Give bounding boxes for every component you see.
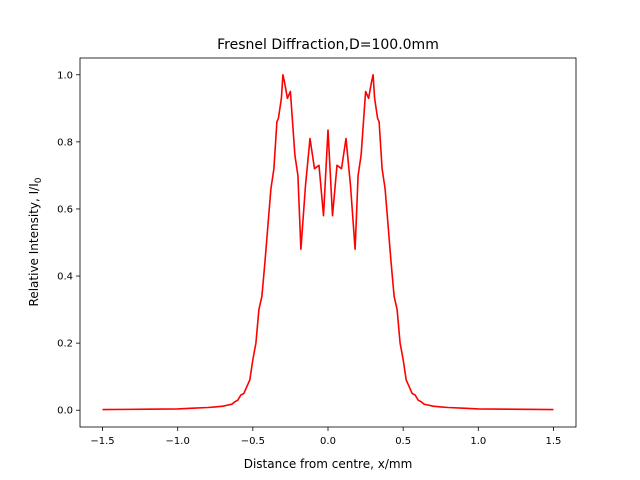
y-axis-label-subscript: 0 <box>34 177 44 183</box>
plot-area <box>79 57 577 428</box>
chart-title: Fresnel Diffraction,D=100.0mm <box>217 37 439 53</box>
y-axis-label-text: Relative Intensity, I/I <box>27 183 41 306</box>
y-tick-label: 0.0 <box>57 406 73 417</box>
x-axis-label: Distance from centre, x/mm <box>244 457 413 471</box>
y-axis: 0.0 0.2 0.4 0.6 0.8 1.0 <box>57 70 80 417</box>
x-tick-label: 0.0 <box>320 436 336 447</box>
x-tick-label: −1.0 <box>166 436 190 447</box>
x-tick-label: 0.5 <box>395 436 411 447</box>
x-tick-label: −1.5 <box>90 436 114 447</box>
x-tick-label: 1.5 <box>546 436 562 447</box>
x-tick-label: −0.5 <box>241 436 265 447</box>
series-line <box>102 74 554 411</box>
y-tick-label: 0.8 <box>57 137 73 148</box>
y-axis-label: Relative Intensity, I/I0 <box>27 177 44 306</box>
y-tick-label: 0.6 <box>57 204 73 215</box>
y-tick-label: 1.0 <box>57 70 73 81</box>
plot-background <box>80 58 576 427</box>
y-tick-label: 0.4 <box>57 272 73 283</box>
y-tick-label: 0.2 <box>57 339 73 350</box>
x-tick-label: 1.0 <box>470 436 486 447</box>
x-axis: −1.5 −1.0 −0.5 0.0 0.5 1.0 1.5 <box>90 427 561 447</box>
